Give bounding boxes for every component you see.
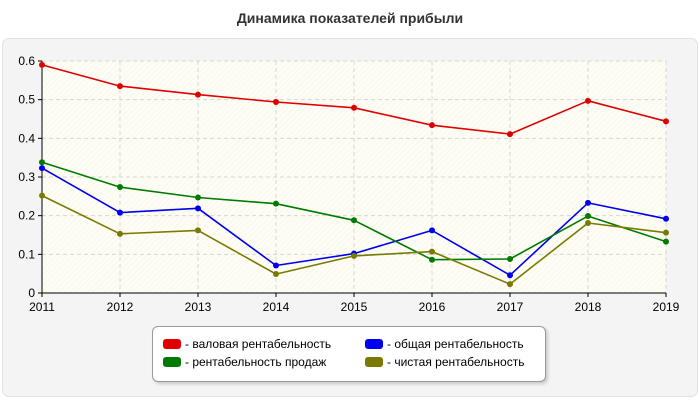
data-point[interactable] — [351, 252, 357, 259]
legend-label-total: - общая рентабельность — [387, 337, 524, 351]
y-tick-label: 0.5 — [18, 93, 35, 107]
x-axis-ticks: 2011 2012 2013 2014 2015 2016 2017 2018 2019 — [29, 293, 680, 314]
data-point[interactable] — [507, 255, 513, 262]
data-point[interactable] — [39, 165, 45, 172]
y-tick-label: 0.6 — [18, 54, 35, 68]
y-tick-label: 0.2 — [18, 209, 35, 223]
legend-item-sales-profitability[interactable]: - рентабельность продаж — [163, 353, 326, 371]
series-2 — [39, 159, 669, 263]
chart-title: Динамика показателей прибыли — [236, 10, 464, 26]
legend-label-gross: - валовая рентабельность — [185, 337, 332, 351]
data-point[interactable] — [351, 104, 357, 111]
data-point[interactable] — [273, 98, 279, 105]
legend-label-net: - чистая рентабельность — [387, 355, 525, 369]
legend-swatch-gross — [163, 339, 181, 349]
data-point[interactable] — [585, 213, 591, 220]
data-point[interactable] — [585, 199, 591, 206]
data-point[interactable] — [351, 217, 357, 224]
legend-label-sales: - рентабельность продаж — [185, 355, 327, 369]
data-point[interactable] — [663, 229, 669, 236]
data-point[interactable] — [195, 194, 201, 201]
data-point[interactable] — [663, 238, 669, 245]
data-point[interactable] — [429, 227, 435, 234]
y-axis-ticks: 0 0.1 0.2 0.3 0.4 0.5 0.6 — [18, 54, 42, 300]
data-point[interactable] — [117, 209, 123, 216]
legend-item-net-profitability[interactable]: - чистая рентабельность — [365, 353, 524, 371]
data-point[interactable] — [507, 281, 513, 288]
data-point[interactable] — [273, 262, 279, 269]
data-point[interactable] — [507, 272, 513, 279]
data-point[interactable] — [117, 230, 123, 237]
x-tick-label: 2019 — [653, 300, 680, 314]
series-3 — [39, 192, 669, 288]
x-tick-label: 2018 — [575, 300, 602, 314]
legend-swatch-net — [365, 357, 383, 367]
data-point[interactable] — [117, 83, 123, 90]
legend-swatch-total — [365, 339, 383, 349]
x-tick-label: 2017 — [497, 300, 524, 314]
data-point[interactable] — [585, 220, 591, 227]
legend: - валовая рентабельность - общая рентабе… — [152, 326, 546, 382]
data-point[interactable] — [195, 205, 201, 212]
x-tick-label: 2014 — [263, 300, 290, 314]
data-point[interactable] — [507, 131, 513, 138]
y-tick-label: 0.3 — [18, 170, 35, 184]
data-point[interactable] — [273, 200, 279, 207]
y-tick-label: 0.4 — [18, 131, 35, 145]
x-tick-label: 2016 — [419, 300, 446, 314]
x-tick-label: 2012 — [107, 300, 134, 314]
data-point[interactable] — [273, 271, 279, 278]
data-point[interactable] — [429, 122, 435, 129]
data-point[interactable] — [195, 227, 201, 234]
data-point[interactable] — [39, 192, 45, 199]
x-tick-label: 2011 — [29, 300, 55, 314]
series-group — [39, 61, 669, 288]
data-point[interactable] — [117, 184, 123, 191]
x-tick-label: 2013 — [185, 300, 212, 314]
data-point[interactable] — [39, 159, 45, 166]
legend-item-gross-profitability[interactable]: - валовая рентабельность — [163, 335, 331, 353]
legend-swatch-sales — [163, 357, 181, 367]
data-point[interactable] — [663, 215, 669, 222]
data-point[interactable] — [39, 61, 45, 68]
data-point[interactable] — [429, 256, 435, 263]
series-0 — [39, 61, 669, 138]
legend-item-total-profitability[interactable]: - общая рентабельность — [365, 335, 524, 353]
data-point[interactable] — [195, 91, 201, 98]
data-point[interactable] — [585, 97, 591, 104]
y-tick-label: 0 — [28, 286, 35, 300]
data-point[interactable] — [429, 248, 435, 255]
data-point[interactable] — [663, 118, 669, 125]
y-tick-label: 0.1 — [18, 247, 35, 261]
x-tick-label: 2015 — [341, 300, 368, 314]
gridlines — [42, 60, 667, 293]
